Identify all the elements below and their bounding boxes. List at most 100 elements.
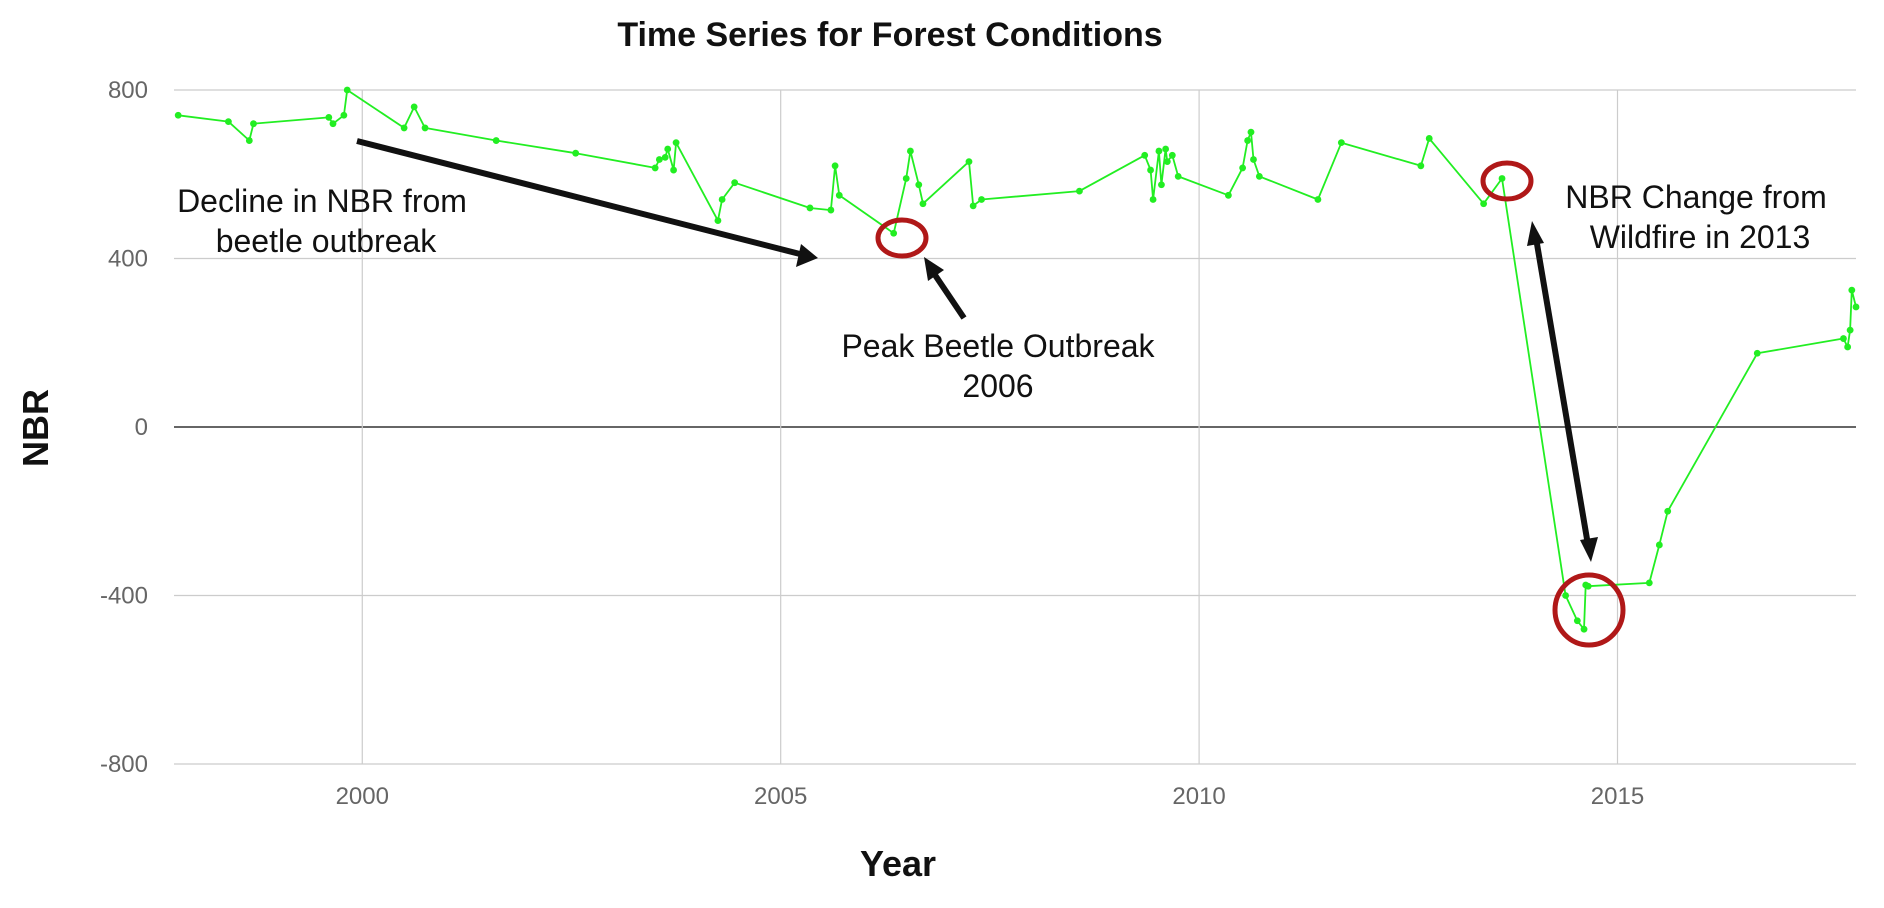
data-point	[1848, 286, 1856, 294]
data-point	[410, 103, 418, 111]
arrow-shaft	[356, 138, 801, 257]
data-point	[1247, 128, 1255, 136]
data-point	[965, 158, 973, 166]
data-point	[1168, 151, 1176, 159]
data-point	[1480, 200, 1488, 208]
data-point	[1155, 147, 1163, 155]
y-tick-label: -800	[100, 751, 148, 778]
data-point	[325, 113, 333, 121]
arrow-head	[1527, 221, 1544, 246]
data-point	[1250, 156, 1257, 163]
data-point	[400, 124, 408, 132]
data-point	[655, 156, 663, 163]
y-tick-label: 0	[135, 414, 148, 441]
data-point	[1147, 166, 1154, 174]
data-point	[1162, 145, 1170, 153]
data-point	[1840, 335, 1847, 342]
data-point	[1753, 349, 1761, 357]
series-line	[178, 89, 1857, 631]
y-axis-title: NBR	[15, 389, 56, 467]
data-point	[651, 164, 659, 172]
arrow-shaft	[1533, 237, 1591, 546]
data-point	[1645, 579, 1653, 587]
x-tick-label: 2000	[336, 783, 389, 810]
annotation-peak-beetle: Peak Beetle Outbreak 2006	[841, 217, 1156, 404]
x-tick-label: 2010	[1172, 783, 1225, 810]
highlight-circle	[1480, 160, 1534, 202]
annotation-wildfire-line2: Wildfire in 2013	[1590, 219, 1811, 255]
data-point	[1580, 625, 1588, 633]
data-point	[906, 147, 914, 155]
annotation-peak-beetle-line1: Peak Beetle Outbreak	[841, 328, 1155, 364]
data-point	[835, 191, 843, 199]
annotation-beetle-decline-line2: beetle outbreak	[216, 223, 438, 259]
data-point	[174, 111, 182, 119]
arrow-shaft	[932, 273, 967, 320]
data-point	[718, 196, 726, 203]
data-point	[672, 139, 680, 147]
annotation-peak-beetle-line2: 2006	[962, 368, 1033, 404]
data-point	[661, 154, 669, 161]
data-point	[1255, 172, 1263, 180]
x-tick-label: 2005	[754, 783, 807, 810]
data-point	[1224, 191, 1232, 199]
data-point	[978, 196, 985, 203]
data-point	[827, 206, 835, 214]
arrow-head	[796, 244, 818, 267]
data-point	[1141, 151, 1149, 159]
data-point	[1846, 326, 1854, 334]
data-point	[1417, 162, 1425, 170]
data-point	[1174, 172, 1182, 180]
data-point	[1244, 137, 1252, 144]
y-tick-label: 800	[108, 77, 148, 104]
data-point	[250, 120, 257, 128]
data-point	[492, 137, 500, 144]
data-point	[714, 217, 722, 224]
data-point	[1337, 139, 1345, 147]
data-point	[1149, 196, 1157, 203]
chart-title: Time Series for Forest Conditions	[617, 16, 1162, 54]
annotation-wildfire-line1: NBR Change from	[1565, 179, 1826, 215]
data-point	[1425, 135, 1433, 142]
data-point	[902, 175, 910, 182]
data-point	[806, 204, 814, 212]
data-point	[1852, 303, 1860, 311]
data-point	[1562, 592, 1570, 599]
series-layer	[174, 86, 1860, 633]
data-point	[572, 149, 580, 157]
data-point	[245, 137, 253, 144]
data-point	[664, 145, 672, 153]
data-point	[1314, 196, 1322, 203]
data-point	[343, 86, 351, 94]
y-tick-label: -400	[100, 583, 148, 610]
highlight-circle	[875, 217, 929, 259]
data-point	[1573, 617, 1581, 625]
data-point	[1076, 187, 1083, 195]
data-point	[1584, 582, 1592, 590]
data-point	[1163, 158, 1171, 166]
data-point	[831, 162, 839, 170]
tick-labels: -800 -400 0 400 800 2000 2005 2010 2015	[100, 77, 1644, 810]
data-point	[224, 118, 232, 125]
data-point	[919, 200, 927, 208]
data-point	[1664, 507, 1672, 515]
arrow-head	[1580, 537, 1598, 562]
data-point	[969, 202, 977, 210]
data-point	[1655, 541, 1663, 549]
data-point	[731, 179, 739, 187]
highlight-circle	[1552, 572, 1626, 648]
arrow-head	[924, 257, 944, 281]
data-point	[1498, 175, 1506, 182]
data-point	[1158, 181, 1165, 189]
data-point	[915, 181, 923, 189]
x-tick-label: 2015	[1591, 783, 1644, 810]
data-point	[329, 120, 337, 128]
x-axis-title: Year	[860, 843, 936, 884]
y-tick-label: 400	[108, 246, 148, 273]
annotation-beetle-decline-line1: Decline in NBR from	[177, 183, 467, 219]
data-point	[670, 166, 677, 174]
data-point	[1239, 164, 1247, 172]
data-point	[340, 111, 348, 119]
